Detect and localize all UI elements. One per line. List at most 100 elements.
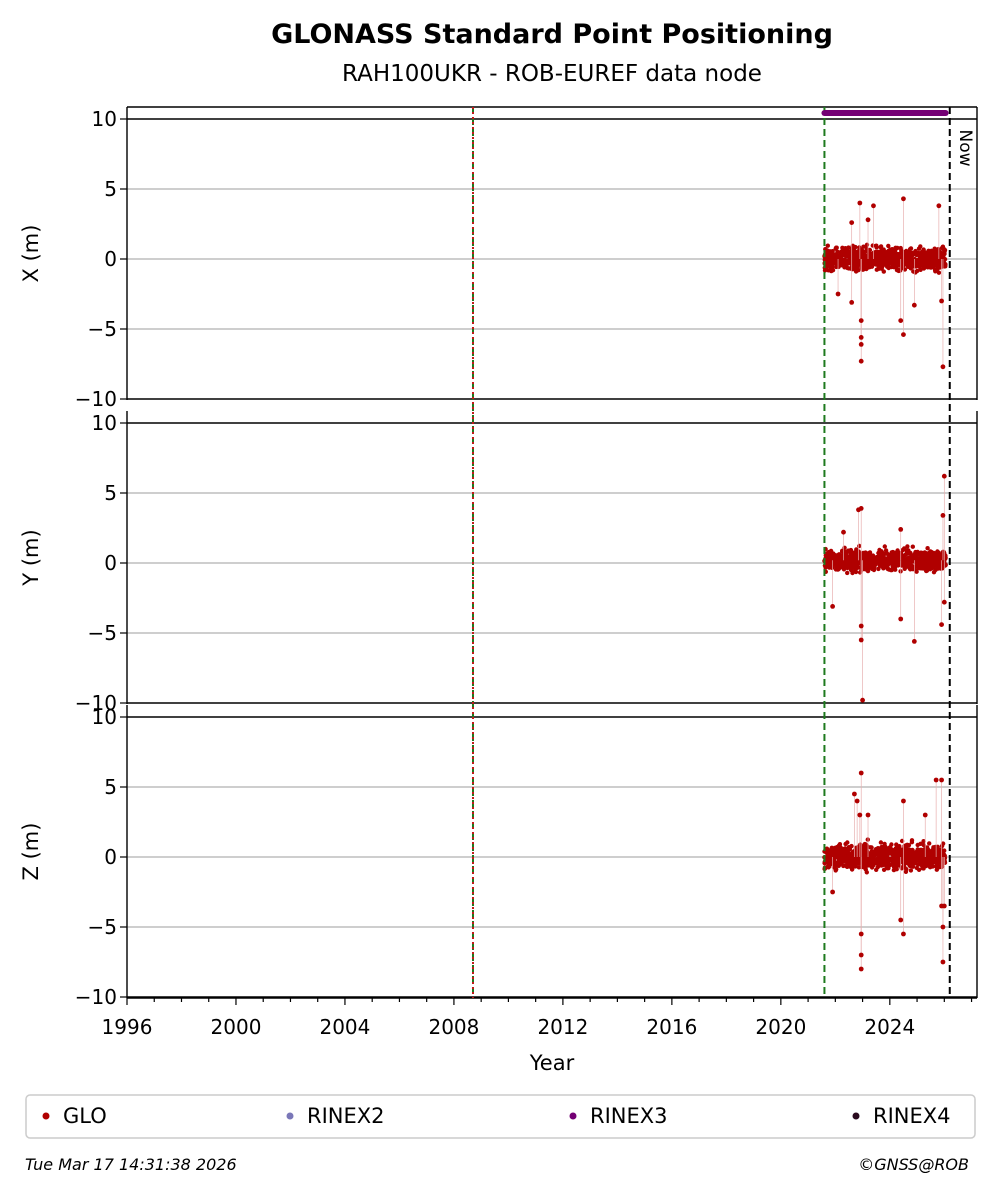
data-point-outlier xyxy=(835,291,841,297)
data-point xyxy=(827,859,833,865)
data-point xyxy=(904,867,909,872)
data-point-outlier xyxy=(941,599,947,605)
data-point xyxy=(868,845,873,850)
data-point xyxy=(937,260,942,266)
data-point xyxy=(918,267,923,272)
data-point xyxy=(891,265,897,270)
data-point xyxy=(940,566,945,571)
data-point-outlier xyxy=(858,952,864,958)
data-point-outlier xyxy=(898,616,904,622)
data-point xyxy=(937,847,943,852)
data-point xyxy=(932,246,937,251)
data-point xyxy=(869,252,875,258)
data-point xyxy=(837,861,843,867)
y-tick-label: 0 xyxy=(104,247,117,271)
legend-label-glo: GLO xyxy=(63,1104,107,1128)
data-point xyxy=(857,570,863,575)
data-point xyxy=(902,267,908,272)
data-point xyxy=(891,253,896,258)
data-point xyxy=(826,865,831,870)
y-tick-label: 10 xyxy=(92,705,117,729)
data-point xyxy=(928,263,933,268)
data-point xyxy=(860,847,866,853)
data-point xyxy=(866,857,871,863)
y-tick-label: 10 xyxy=(92,107,117,131)
data-point xyxy=(910,544,915,549)
data-point-outlier xyxy=(922,812,928,818)
data-point xyxy=(895,548,900,553)
footer-timestamp: Tue Mar 17 14:31:38 2026 xyxy=(25,1155,237,1174)
data-point xyxy=(851,560,857,566)
data-point xyxy=(830,849,835,854)
legend-label-rinex2: RINEX2 xyxy=(307,1104,385,1128)
data-point xyxy=(861,258,866,263)
data-point xyxy=(934,862,939,867)
data-point xyxy=(837,560,842,565)
data-point xyxy=(923,852,929,857)
data-point xyxy=(909,857,914,862)
data-point xyxy=(834,264,839,269)
data-point xyxy=(911,564,916,569)
data-point xyxy=(908,850,914,855)
data-point xyxy=(914,856,919,861)
data-point xyxy=(923,564,929,569)
legend-marker-rinex2 xyxy=(286,1112,294,1120)
data-point xyxy=(916,862,921,867)
data-point xyxy=(882,544,887,549)
data-point xyxy=(908,868,914,873)
data-point-outlier xyxy=(858,335,864,340)
data-point xyxy=(930,259,935,265)
data-point-outlier xyxy=(858,506,864,511)
data-point xyxy=(904,258,909,263)
data-point xyxy=(854,557,860,562)
y-tick-label: 0 xyxy=(104,845,117,869)
data-point xyxy=(878,244,883,250)
data-point xyxy=(855,848,860,853)
data-point xyxy=(931,570,937,575)
data-point xyxy=(878,840,884,845)
data-point xyxy=(873,253,878,258)
data-point xyxy=(916,867,922,872)
data-point xyxy=(905,549,910,555)
data-point xyxy=(838,858,844,863)
data-point xyxy=(831,557,836,562)
data-point xyxy=(881,269,886,274)
data-point xyxy=(927,841,932,846)
data-point xyxy=(850,254,855,259)
data-point-outlier xyxy=(901,931,906,937)
data-point-outlier xyxy=(858,623,864,629)
data-point xyxy=(933,250,939,256)
data-point xyxy=(918,841,923,846)
data-point xyxy=(831,255,837,261)
x-tick-label: 1996 xyxy=(102,1015,153,1039)
data-point xyxy=(903,854,908,859)
data-point xyxy=(894,842,899,847)
data-point xyxy=(926,555,931,561)
data-point xyxy=(904,564,910,569)
data-point xyxy=(902,843,907,849)
data-point xyxy=(854,259,859,264)
data-point xyxy=(822,257,827,262)
data-point xyxy=(920,258,925,263)
data-point-outlier xyxy=(871,203,876,209)
data-point xyxy=(887,553,892,559)
data-point xyxy=(836,260,841,265)
y-axis-label: Z (m) xyxy=(19,823,43,881)
data-point-outlier xyxy=(857,200,863,206)
data-point xyxy=(934,867,939,872)
y-tick-label: 5 xyxy=(104,775,117,799)
data-point xyxy=(895,245,900,251)
data-point xyxy=(930,556,935,561)
data-point xyxy=(847,854,853,859)
data-point xyxy=(848,567,854,573)
data-point xyxy=(852,266,857,271)
data-point xyxy=(884,550,889,555)
data-point-outlier xyxy=(860,697,865,703)
data-point xyxy=(918,850,923,855)
data-point xyxy=(918,244,923,249)
data-point xyxy=(876,253,881,258)
data-point-outlier xyxy=(852,791,857,797)
data-point xyxy=(914,252,919,258)
data-point xyxy=(871,567,877,573)
data-point xyxy=(873,249,878,255)
